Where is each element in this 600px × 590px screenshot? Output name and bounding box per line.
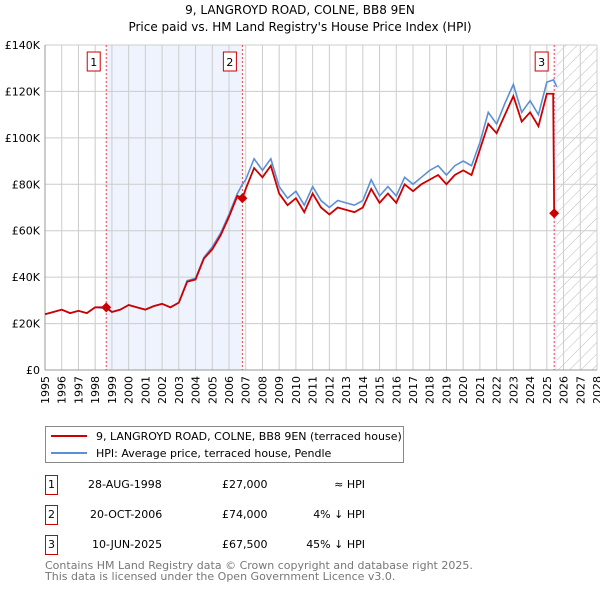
sale-hpi: ≈ HPI bbox=[334, 478, 365, 491]
x-tick-label: 2024 bbox=[524, 376, 537, 404]
y-tick-label: £40K bbox=[12, 271, 41, 284]
x-tick-label: 1998 bbox=[89, 376, 102, 404]
y-tick-label: £20K bbox=[12, 318, 41, 331]
x-tick-label: 2010 bbox=[290, 376, 303, 404]
x-tick-label: 2008 bbox=[256, 376, 269, 404]
sale-label: 2 bbox=[226, 56, 233, 69]
price-chart: 9, LANGROYD ROAD, COLNE, BB8 9EN Price p… bbox=[5, 3, 600, 404]
x-tick-label: 2006 bbox=[223, 376, 236, 404]
sale-row: 2 20-OCT-2006 £74,000 4% ↓ HPI bbox=[45, 505, 445, 525]
y-tick-label: £120K bbox=[5, 85, 41, 98]
sale-number: 1 bbox=[45, 475, 58, 495]
x-tick-label: 2027 bbox=[574, 376, 587, 404]
forecast-hatch bbox=[556, 45, 597, 370]
sale-hpi: 4% ↓ HPI bbox=[313, 508, 365, 521]
sale-price: £27,000 bbox=[222, 478, 268, 491]
chart-title: 9, LANGROYD ROAD, COLNE, BB8 9EN bbox=[185, 3, 415, 17]
x-tick-label: 2003 bbox=[173, 376, 186, 404]
x-tick-label: 2011 bbox=[307, 376, 320, 404]
x-tick-label: 2014 bbox=[357, 376, 370, 404]
legend-swatch bbox=[51, 435, 87, 437]
x-tick-label: 2004 bbox=[190, 376, 203, 404]
sale-row: 1 28-AUG-1998 £27,000 ≈ HPI bbox=[45, 475, 445, 495]
x-tick-label: 2019 bbox=[440, 376, 453, 404]
x-tick-label: 2017 bbox=[407, 376, 420, 404]
x-tick-label: 2007 bbox=[240, 376, 253, 404]
y-tick-label: £140K bbox=[5, 39, 41, 52]
x-tick-label: 1995 bbox=[39, 376, 52, 404]
sale-label-box bbox=[86, 51, 101, 72]
sale-point bbox=[549, 208, 560, 219]
legend-item-property: 9, LANGROYD ROAD, COLNE, BB8 9EN (terrac… bbox=[51, 428, 402, 444]
sale-point bbox=[101, 302, 112, 313]
x-tick-label: 2012 bbox=[323, 376, 336, 404]
y-tick-label: £100K bbox=[5, 132, 41, 145]
sale-date: 20-OCT-2006 bbox=[90, 508, 163, 521]
x-tick-label: 2023 bbox=[507, 376, 520, 404]
y-tick-label: £80K bbox=[12, 178, 41, 191]
x-tick-label: 2028 bbox=[591, 376, 600, 404]
x-tick-label: 2018 bbox=[424, 376, 437, 404]
sale-label: 1 bbox=[90, 56, 97, 69]
property-price-line bbox=[44, 92, 556, 316]
x-tick-label: 2013 bbox=[340, 376, 353, 404]
legend-label: 9, LANGROYD ROAD, COLNE, BB8 9EN (terrac… bbox=[96, 429, 402, 443]
x-tick-label: 2009 bbox=[273, 376, 286, 404]
sale-number: 2 bbox=[45, 505, 58, 525]
legend-item-hpi: HPI: Average price, terraced house, Pend… bbox=[51, 445, 331, 461]
sale-row: 3 10-JUN-2025 £67,500 45% ↓ HPI bbox=[45, 535, 445, 555]
footer: Contains HM Land Registry data © Crown c… bbox=[45, 560, 473, 582]
shaded-ownership-period bbox=[554, 45, 557, 370]
x-tick-label: 2016 bbox=[390, 376, 403, 404]
x-tick-label: 2002 bbox=[156, 376, 169, 404]
sale-price: £74,000 bbox=[222, 508, 268, 521]
sale-price: £67,500 bbox=[222, 538, 268, 551]
sale-label: 3 bbox=[538, 56, 545, 69]
footer-line: Contains HM Land Registry data © Crown c… bbox=[45, 559, 473, 572]
sale-date: 10-JUN-2025 bbox=[92, 538, 163, 551]
sale-point bbox=[237, 193, 248, 204]
x-tick-label: 2025 bbox=[541, 376, 554, 404]
sale-label-box bbox=[222, 51, 237, 72]
x-tick-label: 2026 bbox=[558, 376, 571, 404]
y-tick-label: £0 bbox=[26, 364, 40, 377]
x-tick-label: 2000 bbox=[123, 376, 136, 404]
legend-swatch bbox=[51, 452, 87, 454]
x-tick-label: 2005 bbox=[206, 376, 219, 404]
y-tick-label: £60K bbox=[12, 225, 41, 238]
x-tick-label: 2015 bbox=[374, 376, 387, 404]
legend-label: HPI: Average price, terraced house, Pend… bbox=[96, 446, 332, 460]
sale-hpi: 45% ↓ HPI bbox=[306, 538, 365, 551]
shaded-ownership-period bbox=[106, 45, 243, 370]
sale-label-box bbox=[534, 51, 549, 72]
footer-line: This data is licensed under the Open Gov… bbox=[45, 570, 396, 583]
x-tick-label: 1996 bbox=[56, 376, 69, 404]
chart-subtitle: Price paid vs. HM Land Registry's House … bbox=[128, 20, 471, 34]
x-tick-label: 2022 bbox=[491, 376, 504, 404]
x-tick-label: 2001 bbox=[139, 376, 152, 404]
sale-date: 28-AUG-1998 bbox=[88, 478, 162, 491]
x-tick-label: 1999 bbox=[106, 376, 119, 404]
sale-number: 3 bbox=[45, 535, 58, 555]
x-tick-label: 1997 bbox=[72, 376, 85, 404]
x-tick-label: 2020 bbox=[457, 376, 470, 404]
legend: 9, LANGROYD ROAD, COLNE, BB8 9EN (terrac… bbox=[45, 426, 404, 463]
x-tick-label: 2021 bbox=[474, 376, 487, 404]
